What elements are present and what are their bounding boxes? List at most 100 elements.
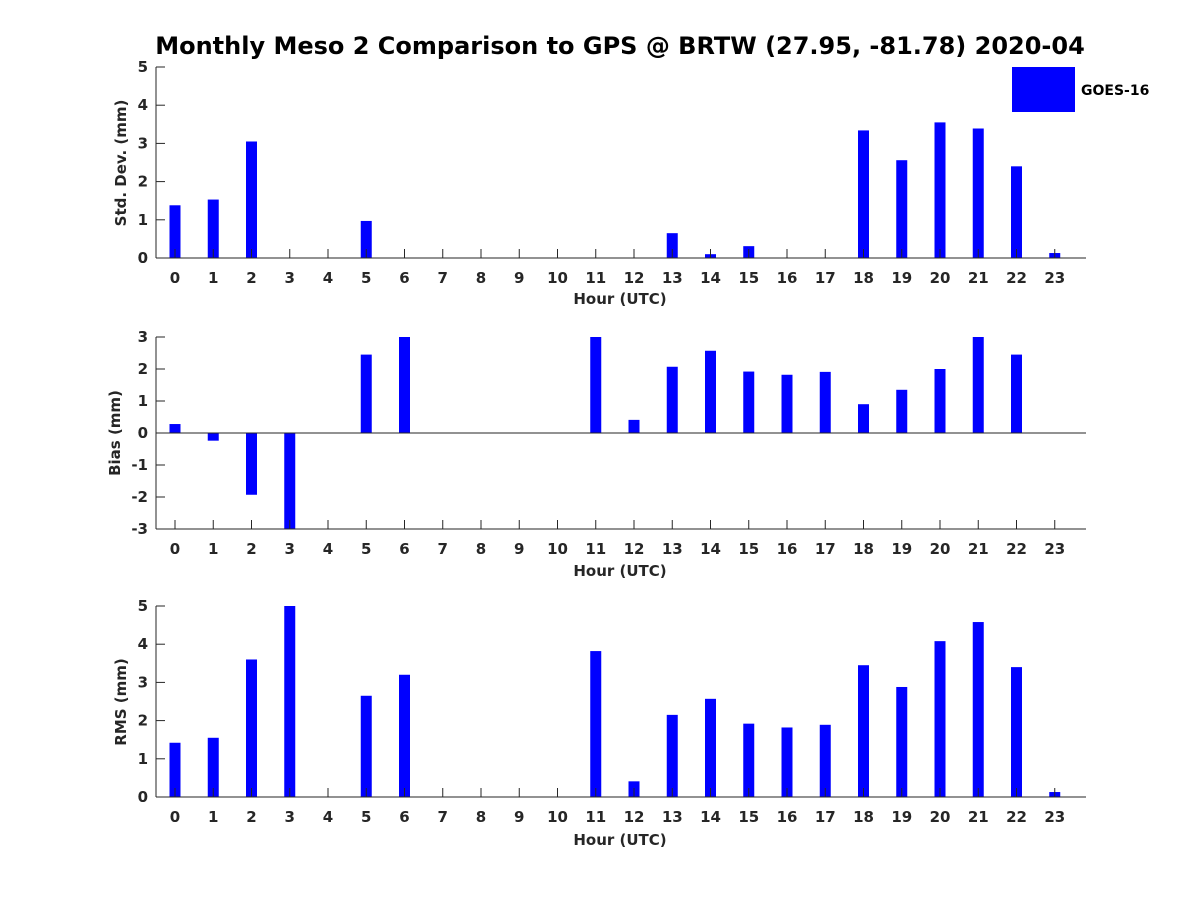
chart-title: Monthly Meso 2 Comparison to GPS @ BRTW …: [155, 32, 1085, 60]
std-dev-bar-13: [666, 233, 678, 258]
std-dev-xtick-label: 11: [585, 269, 606, 287]
rms-bar-15: [743, 723, 755, 797]
rms-xtick-label: 9: [514, 808, 524, 826]
rms-xtick-label: 23: [1044, 808, 1065, 826]
bias-xtick-label: 17: [815, 540, 836, 558]
bias-bar-16: [781, 374, 793, 433]
bias-bar-11: [590, 337, 602, 433]
std-dev-bar-19: [896, 160, 908, 258]
rms-ytick-label: 0: [138, 788, 148, 806]
rms-bar-16: [781, 727, 793, 797]
bias-bar-15: [743, 371, 755, 433]
bias-bar-17: [819, 371, 831, 433]
rms-xtick-label: 0: [170, 808, 180, 826]
std-dev-xtick-label: 18: [853, 269, 874, 287]
std-dev-ylabel: Std. Dev. (mm): [112, 100, 130, 227]
bias-xtick-label: 7: [438, 540, 448, 558]
bias-xtick-label: 13: [662, 540, 683, 558]
rms-xtick-label: 12: [624, 808, 645, 826]
rms-ytick-label: 1: [138, 750, 148, 768]
bias-bar-1: [207, 433, 219, 441]
bias-xtick-label: 12: [624, 540, 645, 558]
rms-bar-11: [590, 651, 602, 797]
bias-bar-21: [972, 337, 984, 433]
rms-xtick-label: 1: [208, 808, 218, 826]
rms-bar-19: [896, 686, 908, 797]
bias-xtick-label: 6: [399, 540, 409, 558]
rms-ylabel: RMS (mm): [112, 658, 130, 745]
bias-xtick-label: 18: [853, 540, 874, 558]
bias-ytick-label: -3: [131, 520, 148, 538]
rms-xtick-label: 13: [662, 808, 683, 826]
std-dev-xtick-label: 5: [361, 269, 371, 287]
bias-xtick-label: 11: [585, 540, 606, 558]
std-dev-xtick-label: 10: [547, 269, 568, 287]
rms-bar-0: [169, 742, 181, 797]
std-dev-xtick-label: 0: [170, 269, 180, 287]
std-dev-xtick-label: 4: [323, 269, 333, 287]
std-dev-ytick-label: 2: [138, 173, 148, 191]
std-dev-xtick-label: 3: [285, 269, 295, 287]
std-dev-bar-21: [972, 128, 984, 258]
std-dev-xtick-label: 15: [738, 269, 759, 287]
bias-xtick-label: 10: [547, 540, 568, 558]
bias-bar-22: [1011, 354, 1022, 433]
bias-xtick-label: 15: [738, 540, 759, 558]
rms-xtick-label: 18: [853, 808, 874, 826]
rms-bar-3: [284, 606, 296, 797]
bias-xtick-label: 4: [323, 540, 333, 558]
std-dev-xtick-label: 12: [624, 269, 645, 287]
legend-swatch: [1012, 67, 1075, 112]
std-dev-xtick-label: 22: [1006, 269, 1027, 287]
bias-bar-19: [896, 389, 908, 433]
std-dev-bar-20: [934, 122, 946, 258]
bias-ytick-label: -2: [131, 488, 148, 506]
rms-bar-5: [360, 695, 372, 797]
std-dev-xtick-label: 9: [514, 269, 524, 287]
bias-xtick-label: 8: [476, 540, 486, 558]
bias-bar-18: [858, 404, 869, 433]
rms-xtick-label: 15: [738, 808, 759, 826]
rms-xtick-label: 2: [246, 808, 256, 826]
std-dev-xtick-label: 1: [208, 269, 218, 287]
bias-bar-14: [705, 350, 716, 433]
bias-xtick-label: 2: [246, 540, 256, 558]
rms-xtick-label: 21: [968, 808, 989, 826]
rms-xtick-label: 11: [585, 808, 606, 826]
bias-bar-12: [628, 419, 640, 433]
rms-xtick-label: 16: [777, 808, 798, 826]
rms-xtick-label: 6: [399, 808, 409, 826]
std-dev-xtick-label: 2: [246, 269, 256, 287]
bias-xtick-label: 16: [777, 540, 798, 558]
std-dev-bar-22: [1011, 166, 1022, 258]
bias-bar-5: [360, 354, 372, 433]
rms-bar-6: [399, 674, 410, 797]
std-dev-xtick-label: 16: [777, 269, 798, 287]
std-dev-xtick-label: 20: [930, 269, 951, 287]
bias-ytick-label: 2: [138, 360, 148, 378]
std-dev-ytick-label: 1: [138, 211, 148, 229]
rms-xtick-label: 7: [438, 808, 448, 826]
std-dev-xtick-label: 23: [1044, 269, 1065, 287]
bias-xlabel: Hour (UTC): [573, 562, 666, 580]
std-dev-ytick-label: 0: [138, 249, 148, 267]
bias-ytick-label: -1: [131, 456, 148, 474]
bias-ytick-label: 0: [138, 424, 148, 442]
bias-xtick-label: 22: [1006, 540, 1027, 558]
bias-xtick-label: 1: [208, 540, 218, 558]
rms-bar-1: [207, 737, 219, 797]
std-dev-ytick-label: 3: [138, 134, 148, 152]
bias-xtick-label: 3: [285, 540, 295, 558]
std-dev-xtick-label: 7: [438, 269, 448, 287]
std-dev-xlabel: Hour (UTC): [573, 290, 666, 308]
rms-xtick-label: 3: [285, 808, 295, 826]
bias-xtick-label: 5: [361, 540, 371, 558]
rms-ytick-label: 5: [138, 597, 148, 615]
rms-xtick-label: 17: [815, 808, 836, 826]
bias-xtick-label: 14: [700, 540, 721, 558]
bias-xtick-label: 23: [1044, 540, 1065, 558]
rms-ytick-label: 4: [138, 635, 148, 653]
